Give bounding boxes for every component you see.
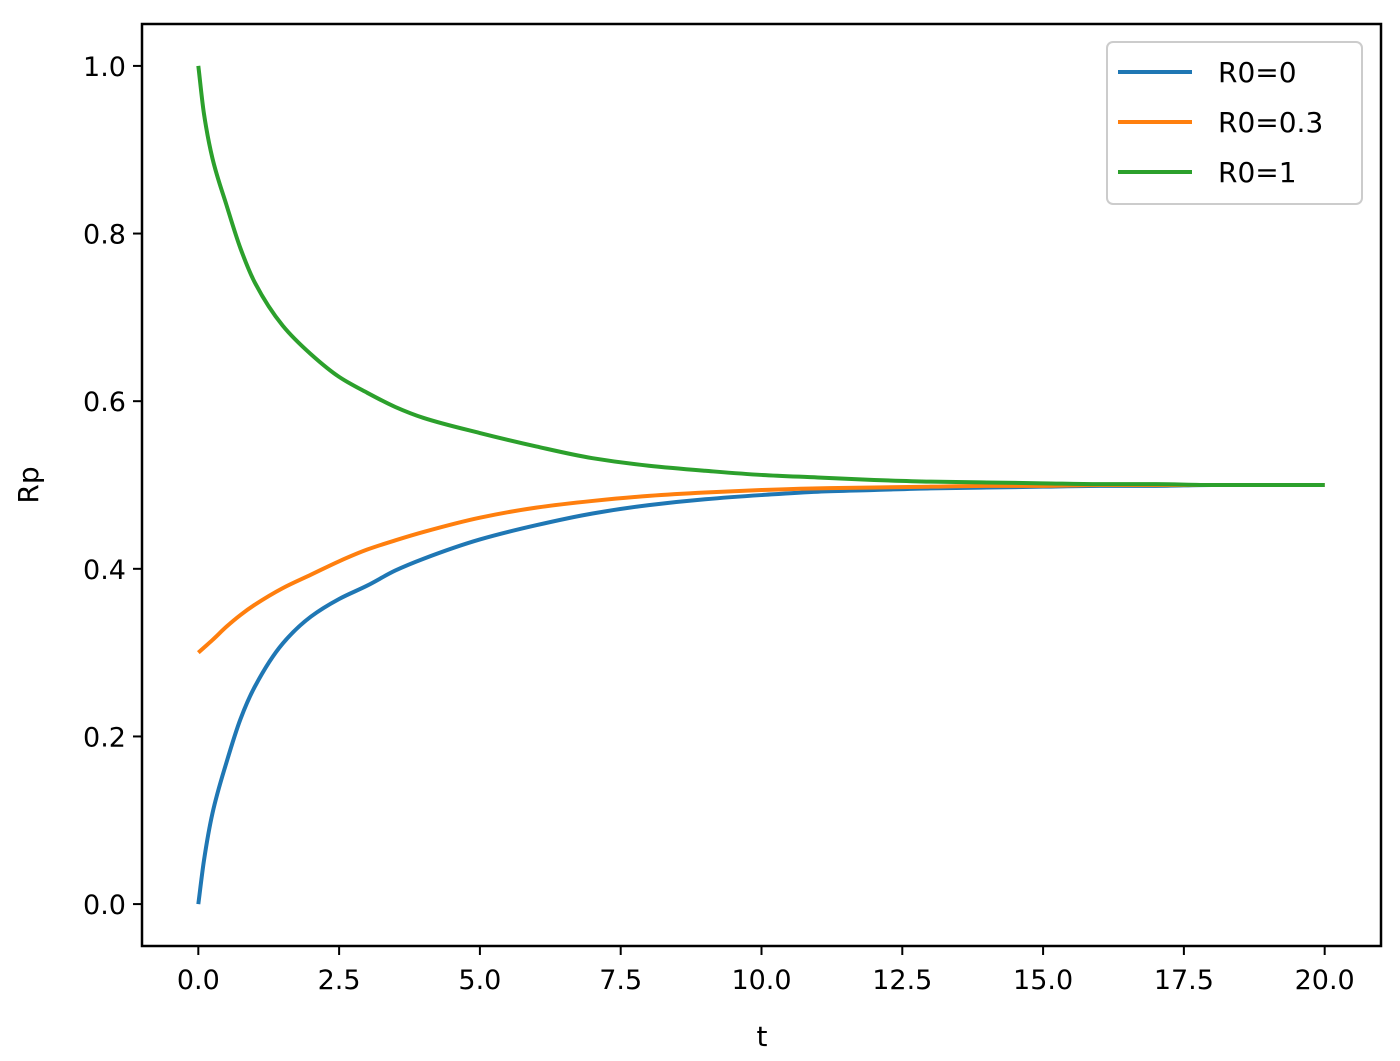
x-tick-label: 12.5 xyxy=(872,965,932,996)
x-axis-ticks: 0.0 2.5 5.0 7.5 10.0 12.5 15.0 17.5 20.0 xyxy=(177,946,1355,996)
x-tick-label: 0.0 xyxy=(177,965,220,996)
y-tick-label: 1.0 xyxy=(83,52,126,83)
y-tick-label: 0.0 xyxy=(83,890,126,921)
series-layer xyxy=(196,65,1325,905)
y-tick-label: 0.4 xyxy=(83,555,126,586)
y-axis-label: Rp xyxy=(12,466,45,503)
legend: R0=0 R0=0.3 R0=1 xyxy=(1106,41,1363,205)
legend-label: R0=0.3 xyxy=(1218,106,1323,139)
x-tick-label: 7.5 xyxy=(599,965,642,996)
series-line-3 xyxy=(196,65,1325,487)
legend-box xyxy=(1106,41,1363,205)
legend-label: R0=0 xyxy=(1218,56,1297,89)
x-tick-label: 20.0 xyxy=(1295,965,1355,996)
x-tick-label: 5.0 xyxy=(458,965,501,996)
x-tick-label: 15.0 xyxy=(1013,965,1073,996)
x-tick-label: 2.5 xyxy=(318,965,361,996)
y-axis-ticks: 0.0 0.2 0.4 0.6 0.8 1.0 xyxy=(83,52,142,921)
x-tick-label: 10.0 xyxy=(731,965,791,996)
legend-label: R0=1 xyxy=(1218,156,1297,189)
y-tick-label: 0.8 xyxy=(83,220,126,251)
x-tick-label: 17.5 xyxy=(1154,965,1214,996)
y-tick-label: 0.2 xyxy=(83,722,126,753)
y-tick-label: 0.6 xyxy=(83,387,126,418)
x-axis-label: t xyxy=(757,1020,768,1053)
